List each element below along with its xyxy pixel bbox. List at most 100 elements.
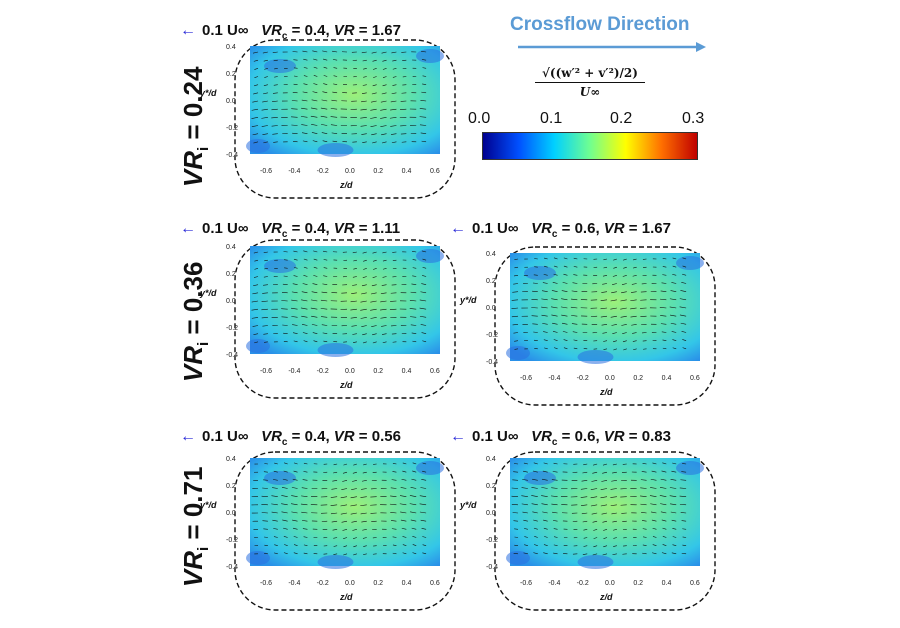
x-axis-label: z/d <box>600 387 613 397</box>
low-fluctuation-region <box>416 461 444 475</box>
low-fluctuation-region <box>416 49 444 63</box>
y-tick-label: 0.0 <box>486 510 496 517</box>
y-tick-label: -0.2 <box>226 537 238 544</box>
y-axis-label: y*/d <box>460 295 477 305</box>
x-axis-label: z/d <box>340 180 353 190</box>
colorbar-gradient <box>482 132 698 160</box>
y-tick-label: 0.2 <box>486 483 496 490</box>
low-fluctuation-region <box>524 471 556 485</box>
x-tick-label: -0.2 <box>317 168 329 175</box>
low-fluctuation-region <box>246 339 270 353</box>
x-tick-label: 0.4 <box>402 368 412 375</box>
colorbar-tick: 0.2 <box>610 110 632 128</box>
x-tick-label: -0.2 <box>317 368 329 375</box>
x-tick-label: 0.6 <box>690 580 700 587</box>
x-tick-label: 0.6 <box>430 168 440 175</box>
x-tick-label: -0.6 <box>260 580 272 587</box>
x-tick-label: 0.6 <box>690 375 700 382</box>
low-fluctuation-region <box>524 266 556 280</box>
row-label-vri-0-24: VRi = 0.24 <box>178 67 212 187</box>
y-axis-label: y*/d <box>200 288 217 298</box>
low-fluctuation-region <box>676 256 704 270</box>
y-tick-label: 0.0 <box>486 305 496 312</box>
x-tick-label: -0.6 <box>260 368 272 375</box>
low-fluctuation-region <box>264 259 296 273</box>
y-tick-label: 0.4 <box>486 251 496 258</box>
low-fluctuation-region <box>676 461 704 475</box>
x-tick-label: 0.2 <box>373 368 383 375</box>
y-tick-label: -0.2 <box>486 332 498 339</box>
x-tick-label: -0.6 <box>260 168 272 175</box>
x-tick-label: 0.0 <box>605 580 615 587</box>
y-tick-label: 0.0 <box>226 510 236 517</box>
low-fluctuation-region <box>318 555 354 569</box>
low-fluctuation-region <box>246 139 270 153</box>
colorbar-tick: 0.0 <box>468 110 490 128</box>
x-tick-label: 0.0 <box>605 375 615 382</box>
panel-header-3: ←0.1 U∞ VRc = 0.6, VR = 1.67 <box>450 220 671 240</box>
x-axis-label: z/d <box>340 592 353 602</box>
low-fluctuation-region <box>264 471 296 485</box>
low-fluctuation-region <box>578 350 614 364</box>
x-tick-label: -0.4 <box>548 580 560 587</box>
x-tick-label: 0.0 <box>345 368 355 375</box>
y-tick-label: 0.2 <box>226 483 236 490</box>
low-fluctuation-region <box>416 249 444 263</box>
low-fluctuation-region <box>318 143 354 157</box>
row-label-vri-0-71: VRi = 0.71 <box>178 467 212 587</box>
x-tick-label: 0.0 <box>345 580 355 587</box>
panel-header-4: ←0.1 U∞ VRc = 0.4, VR = 0.56 <box>180 428 401 448</box>
y-tick-label: -0.2 <box>486 537 498 544</box>
y-tick-label: 0.0 <box>226 298 236 305</box>
x-tick-label: 0.4 <box>662 375 672 382</box>
y-axis-label: y*/d <box>200 500 217 510</box>
y-tick-label: -0.4 <box>486 359 498 366</box>
x-tick-label: -0.4 <box>548 375 560 382</box>
y-tick-label: -0.4 <box>226 564 238 571</box>
x-tick-label: -0.2 <box>317 580 329 587</box>
y-tick-label: 0.4 <box>226 456 236 463</box>
x-tick-label: -0.2 <box>577 580 589 587</box>
y-tick-label: -0.4 <box>486 564 498 571</box>
y-tick-label: 0.2 <box>486 278 496 285</box>
x-tick-label: 0.6 <box>430 580 440 587</box>
low-fluctuation-region <box>506 346 530 360</box>
panel-header-5: ←0.1 U∞ VRc = 0.6, VR = 0.83 <box>450 428 671 448</box>
x-tick-label: 0.6 <box>430 368 440 375</box>
x-tick-label: 0.4 <box>402 168 412 175</box>
x-tick-label: -0.2 <box>577 375 589 382</box>
x-tick-label: 0.2 <box>633 375 643 382</box>
crossflow-direction-arrow <box>518 40 708 54</box>
y-tick-label: 0.2 <box>226 71 236 78</box>
y-axis-label: y*/d <box>460 500 477 510</box>
low-fluctuation-region <box>318 343 354 357</box>
x-axis-label: z/d <box>340 380 353 390</box>
y-tick-label: 0.4 <box>486 456 496 463</box>
x-tick-label: -0.4 <box>288 168 300 175</box>
panel-header-2: ←0.1 U∞ VRc = 0.4, VR = 1.11 <box>180 220 400 240</box>
x-tick-label: -0.6 <box>520 580 532 587</box>
low-fluctuation-region <box>246 551 270 565</box>
y-axis-label: y*/d <box>200 88 217 98</box>
row-label-vri-0-36: VRi = 0.36 <box>178 262 212 382</box>
x-tick-label: 0.4 <box>662 580 672 587</box>
y-tick-label: -0.4 <box>226 152 238 159</box>
x-tick-label: 0.0 <box>345 168 355 175</box>
x-tick-label: 0.2 <box>373 168 383 175</box>
y-tick-label: 0.4 <box>226 44 236 51</box>
colorbar-label: √((w′² + v′²)/2) U∞ <box>535 66 645 99</box>
y-tick-label: -0.2 <box>226 325 238 332</box>
y-tick-label: 0.4 <box>226 244 236 251</box>
x-tick-label: -0.4 <box>288 580 300 587</box>
x-tick-label: 0.4 <box>402 580 412 587</box>
x-tick-label: 0.2 <box>373 580 383 587</box>
low-fluctuation-region <box>506 551 530 565</box>
colorbar-tick: 0.1 <box>540 110 562 128</box>
colorbar-tick: 0.3 <box>682 110 704 128</box>
y-tick-label: -0.4 <box>226 352 238 359</box>
low-fluctuation-region <box>578 555 614 569</box>
y-tick-label: 0.0 <box>226 98 236 105</box>
y-tick-label: -0.2 <box>226 125 238 132</box>
x-tick-label: -0.6 <box>520 375 532 382</box>
x-axis-label: z/d <box>600 592 613 602</box>
